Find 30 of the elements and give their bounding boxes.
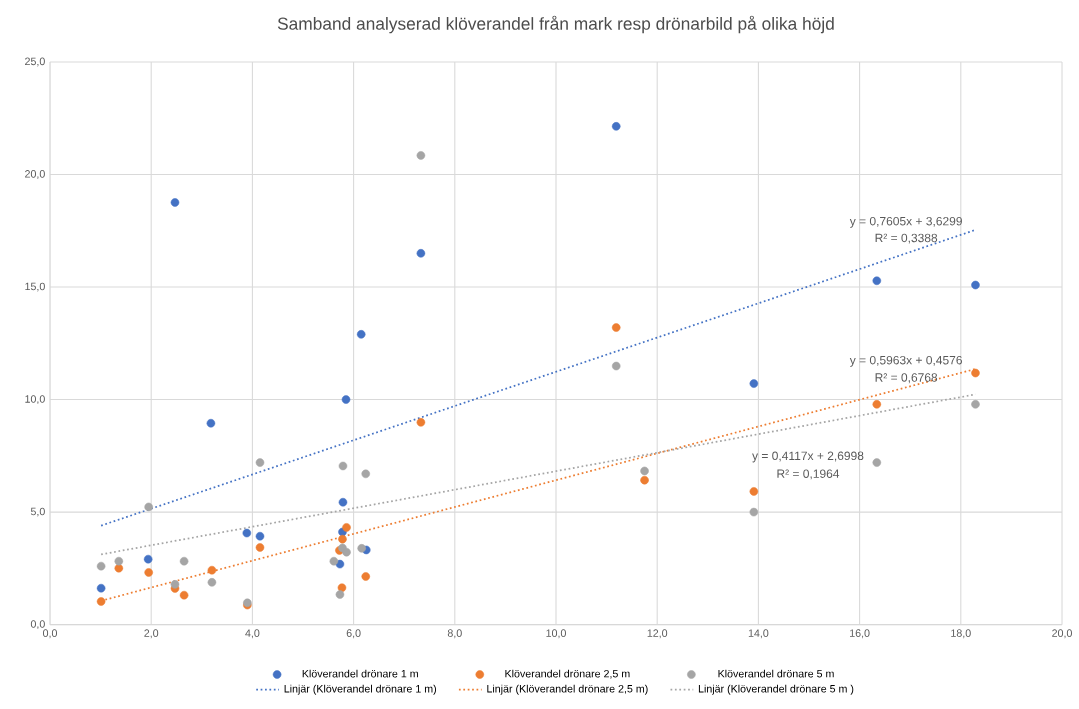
x-tick-label: 12,0 xyxy=(647,629,668,639)
y-tick-label: 10,0 xyxy=(25,395,45,404)
x-tick-label: 20,0 xyxy=(1052,629,1072,639)
legend-label: Klöverandel drönare 1 m xyxy=(302,669,418,678)
x-tick-label: 4,0 xyxy=(245,629,260,639)
annotation: R² = 0,6768 xyxy=(875,373,938,384)
y-tick-label: 25,0 xyxy=(25,57,45,67)
chart-title: Samband analyserad klöverandel från mark resp drönarbild på olika höjd xyxy=(277,15,834,34)
annotation: y = 0,5963x + 0,4576 xyxy=(849,355,962,367)
x-tick-label: 8,0 xyxy=(447,629,462,639)
x-tick-label: 6,0 xyxy=(346,629,361,639)
legend-label: Linjär (Klöverandel drönare 1 m) xyxy=(284,684,437,695)
y-tick-label: 15,0 xyxy=(25,282,45,292)
annotation: R² = 0,3388 xyxy=(875,233,938,244)
annotation: R² = 0,1964 xyxy=(777,469,840,480)
legend-label: Linjär (Klöverandel drönare 5 m ) xyxy=(698,684,854,695)
legend-label: Klöverandel drönare 2,5 m xyxy=(505,669,630,679)
x-tick-label: 2,0 xyxy=(144,629,159,639)
legend-label: Klöverandel drönare 5 m xyxy=(718,669,834,678)
x-tick-label: 18,0 xyxy=(951,629,971,639)
x-tick-label: 10,0 xyxy=(546,629,566,639)
legend-label: Linjär (Klöverandel drönare 2,5 m) xyxy=(487,684,648,695)
annotation: y = 0,7605x + 3,6299 xyxy=(849,216,962,228)
x-tick-label: 14,0 xyxy=(748,629,769,639)
y-tick-label: 0,0 xyxy=(30,620,45,630)
x-tick-label: 0,0 xyxy=(43,629,58,639)
y-tick-label: 20,0 xyxy=(25,170,45,179)
annotation: y = 0,4117x + 2,6998 xyxy=(752,451,864,463)
x-tick-label: 16,0 xyxy=(850,629,870,639)
y-tick-label: 5,0 xyxy=(30,507,45,517)
